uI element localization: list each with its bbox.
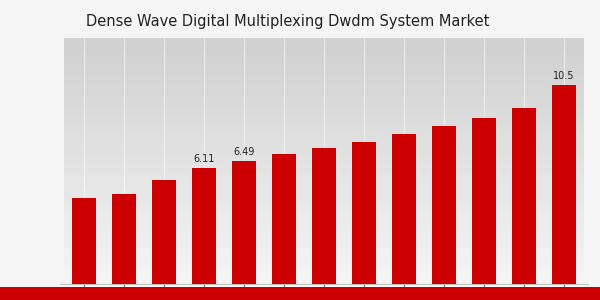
Bar — [392, 134, 416, 284]
Bar — [272, 154, 296, 284]
Bar — [352, 142, 376, 284]
Text: 10.5: 10.5 — [553, 71, 575, 81]
Bar — [312, 148, 336, 284]
Text: 6.49: 6.49 — [233, 147, 254, 157]
Bar — [112, 194, 136, 284]
Bar — [552, 85, 576, 283]
Text: 6.11: 6.11 — [193, 154, 215, 164]
Bar — [232, 161, 256, 284]
Bar — [472, 118, 496, 284]
Text: Dense Wave Digital Multiplexing Dwdm System Market: Dense Wave Digital Multiplexing Dwdm Sys… — [86, 14, 490, 29]
Bar — [432, 126, 456, 284]
Bar — [72, 198, 96, 284]
Bar — [192, 168, 216, 284]
Bar — [512, 107, 536, 284]
Bar — [152, 180, 176, 284]
